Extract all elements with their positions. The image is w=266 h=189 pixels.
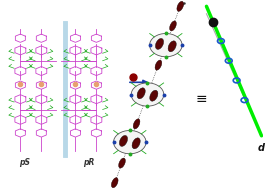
Ellipse shape (155, 60, 162, 70)
Circle shape (131, 83, 164, 106)
Text: d: d (258, 143, 265, 153)
Circle shape (149, 33, 182, 57)
Circle shape (114, 130, 146, 154)
Ellipse shape (170, 21, 176, 31)
Ellipse shape (132, 138, 140, 149)
Ellipse shape (119, 136, 128, 146)
Ellipse shape (177, 1, 184, 11)
Text: pS: pS (19, 158, 30, 167)
Ellipse shape (133, 119, 140, 129)
Ellipse shape (111, 178, 118, 188)
Ellipse shape (137, 88, 145, 99)
Text: ≡: ≡ (196, 92, 207, 106)
Ellipse shape (119, 158, 125, 168)
Text: pR: pR (83, 158, 94, 167)
Ellipse shape (168, 41, 176, 52)
Ellipse shape (155, 38, 164, 49)
Ellipse shape (150, 90, 158, 101)
